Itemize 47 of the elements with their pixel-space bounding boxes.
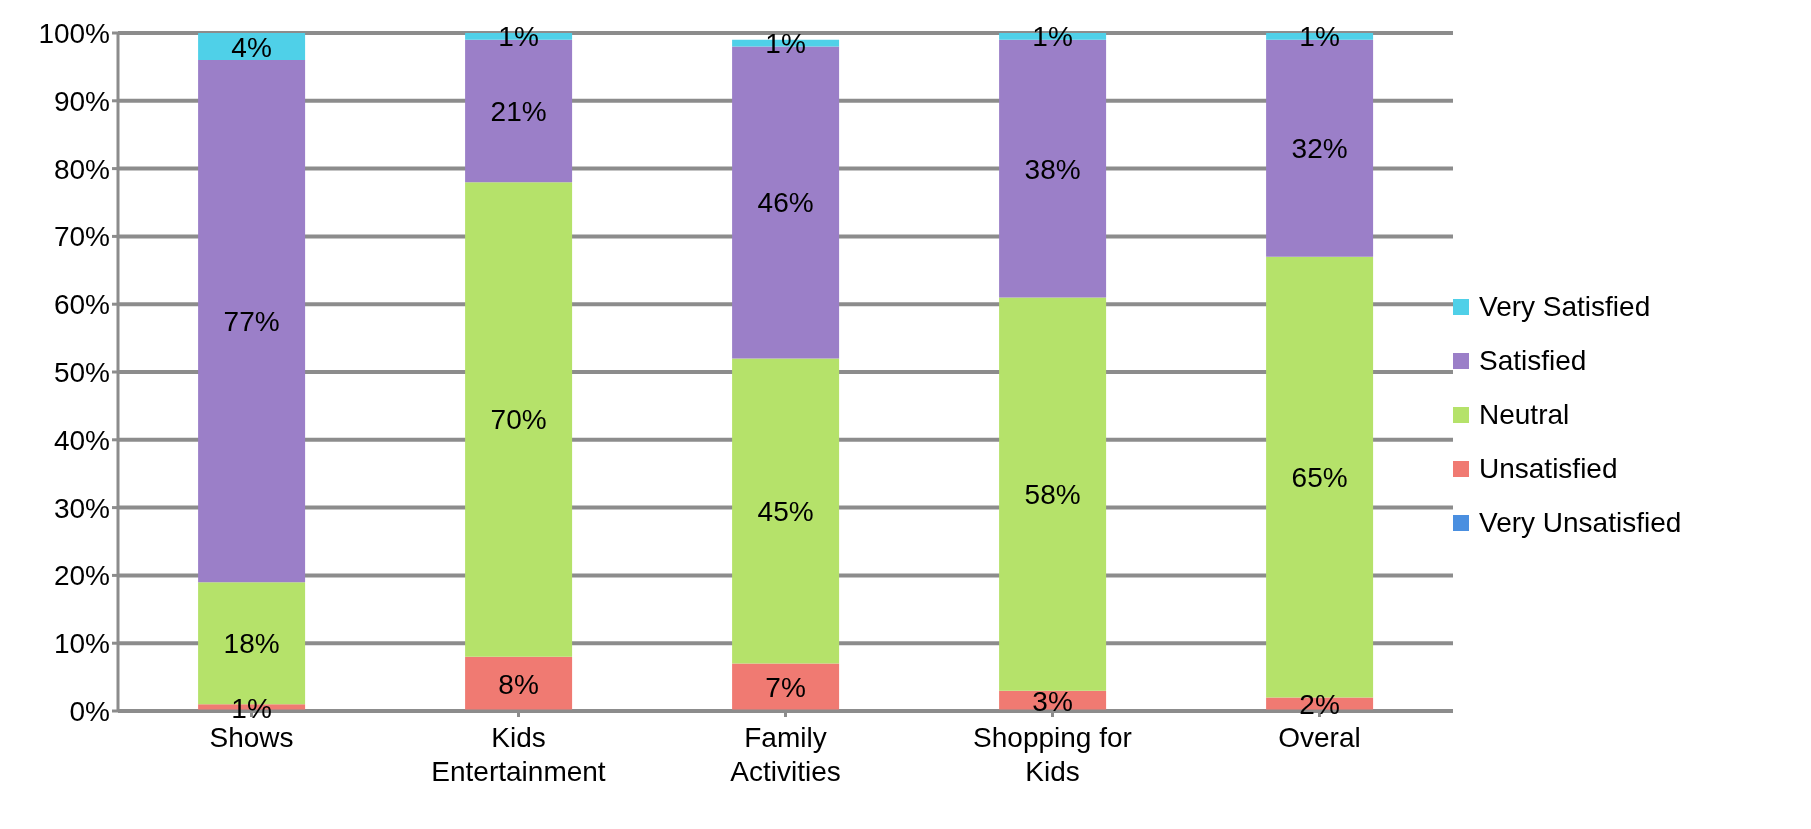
- legend-label: Unsatisfied: [1479, 452, 1618, 485]
- data-label: 1%: [1299, 21, 1340, 53]
- data-label: 58%: [1024, 478, 1081, 510]
- data-label: 4%: [231, 31, 272, 63]
- y-tick-label: 80%: [53, 153, 110, 185]
- legend-label: Very Satisfied: [1479, 290, 1651, 323]
- bar: [732, 358, 840, 664]
- x-tick-label: Shopping for Kids: [973, 722, 1132, 787]
- data-label: 32%: [1291, 133, 1348, 165]
- y-tick-label: 100%: [38, 17, 110, 49]
- data-label: 1%: [765, 28, 806, 60]
- bar: [465, 182, 573, 657]
- legend-label: Very Unsatisfied: [1479, 506, 1682, 539]
- bar: [999, 297, 1107, 691]
- x-tick-label: Kids Entertainment: [431, 722, 606, 787]
- data-label: 1%: [1032, 21, 1073, 53]
- data-label: 45%: [757, 495, 814, 527]
- x-tick-label: Overal: [1278, 722, 1361, 753]
- data-label: 18%: [223, 628, 280, 660]
- y-tick-label: 90%: [53, 85, 110, 117]
- data-label: 2%: [1299, 689, 1340, 721]
- data-label: 77%: [223, 306, 280, 338]
- data-label: 7%: [765, 672, 806, 704]
- bar: [198, 60, 306, 583]
- data-label: 21%: [490, 95, 547, 127]
- x-tick-label: Shows: [209, 722, 294, 753]
- y-tick-label: 30%: [53, 492, 110, 524]
- bar: [732, 663, 840, 711]
- y-tick-label: 20%: [53, 560, 110, 592]
- data-label: 65%: [1291, 462, 1348, 494]
- data-label: 70%: [490, 404, 547, 436]
- data-label: 8%: [498, 668, 539, 700]
- data-label: 3%: [1032, 685, 1073, 717]
- data-label: 46%: [757, 187, 814, 219]
- y-tick-label: 70%: [53, 221, 110, 253]
- y-tick-label: 0%: [69, 695, 110, 727]
- y-tick-label: 40%: [53, 424, 110, 456]
- bar: [465, 656, 573, 711]
- y-tick-label: 50%: [53, 356, 110, 388]
- data-label: 1%: [231, 692, 272, 724]
- data-label: 38%: [1024, 153, 1081, 185]
- y-tick-label: 10%: [53, 628, 110, 660]
- x-tick-label: Family Activities: [730, 722, 841, 787]
- legend-label: Satisfied: [1479, 344, 1587, 377]
- y-tick-label: 60%: [53, 289, 110, 321]
- legend-label: Neutral: [1479, 398, 1570, 431]
- data-label: 1%: [498, 21, 539, 53]
